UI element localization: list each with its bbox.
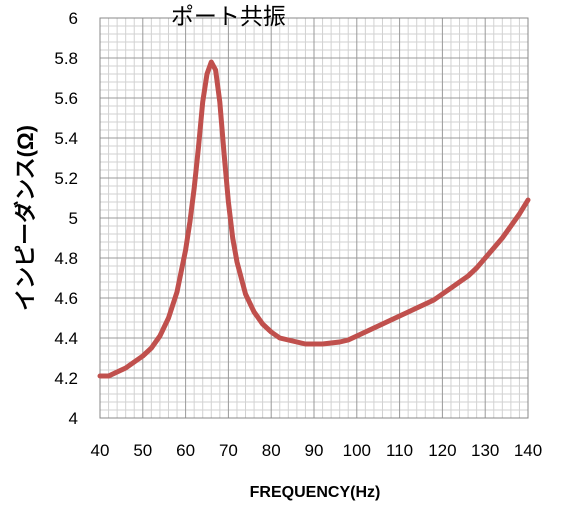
x-tick-labels: 40 50 60 70 80 90 100 110 120 130 140 [91, 441, 543, 460]
y-axis-label: インピーダンス(Ω) [13, 125, 38, 311]
x-tick-label: 130 [471, 441, 499, 460]
impedance-series-line [97, 59, 531, 379]
annotation-layer: ポート共振 [171, 3, 286, 29]
x-tick-label: 110 [386, 441, 413, 460]
plot-border [99, 17, 529, 419]
x-tick-label: 40 [91, 441, 110, 460]
x-tick-label: 80 [262, 441, 281, 460]
y-tick-label: 4 [69, 409, 78, 428]
y-tick-label: 5 [69, 209, 78, 228]
y-tick-labels: 4 4.2 4.4 4.6 4.8 5 5.2 5.4 5.6 5.8 6 [54, 9, 78, 428]
x-tick-label: 90 [305, 441, 324, 460]
y-tick-label: 4.2 [54, 369, 78, 388]
y-tick-label: 5.8 [54, 49, 78, 68]
x-axis-label: FREQUENCY(Hz) [250, 484, 381, 501]
x-tick-label: 140 [514, 441, 542, 460]
x-tick-label: 100 [343, 441, 371, 460]
y-tick-label: 4.6 [54, 289, 78, 308]
y-tick-label: 4.8 [54, 249, 78, 268]
y-tick-label: 4.4 [54, 329, 78, 348]
x-tick-label: 60 [176, 441, 195, 460]
y-tick-label: 5.6 [54, 89, 78, 108]
y-tick-label: 6 [69, 9, 78, 28]
series-layer [97, 59, 531, 379]
port-resonance-annotation: ポート共振 [171, 3, 286, 29]
x-tick-label: 50 [133, 441, 152, 460]
y-tick-label: 5.4 [54, 129, 78, 148]
x-tick-label: 120 [428, 441, 456, 460]
x-tick-label: 70 [219, 441, 238, 460]
y-tick-label: 5.2 [54, 169, 78, 188]
